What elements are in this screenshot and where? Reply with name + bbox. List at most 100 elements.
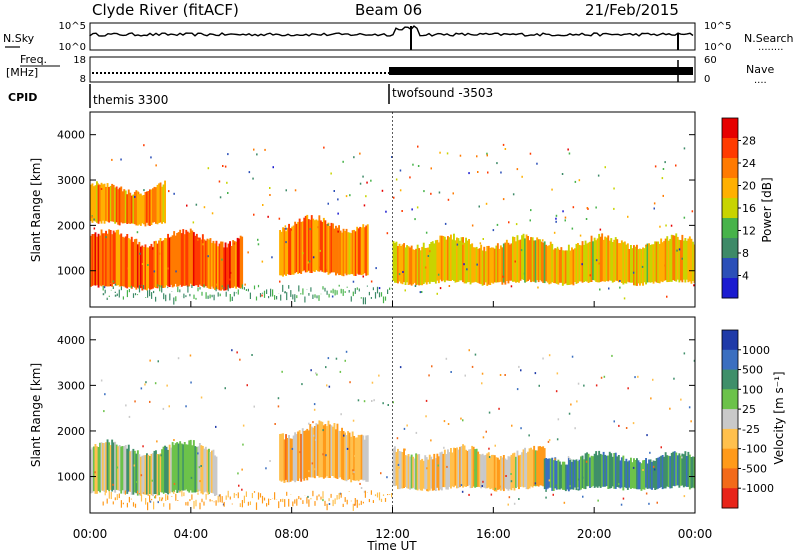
power-cell	[567, 244, 570, 285]
power-colorbar-swatch	[722, 138, 738, 159]
velocity-colorbar-tick-label: -25	[742, 423, 760, 436]
velocity-colorbar-swatch	[722, 468, 738, 489]
power-cell	[162, 240, 165, 288]
power-cell	[678, 239, 681, 283]
power-cell	[554, 248, 557, 284]
power-noise-point	[681, 257, 683, 260]
power-cell	[220, 241, 222, 291]
velocity-ground-point	[233, 492, 235, 498]
power-cell	[663, 240, 666, 281]
power-cell	[392, 241, 395, 281]
power-cell	[132, 194, 135, 224]
velocity-noise-point	[510, 480, 513, 483]
power-cell	[487, 245, 490, 285]
power-ground-point	[145, 297, 147, 298]
velocity-cell	[440, 451, 443, 491]
power-ground-point	[387, 289, 389, 294]
power-cell	[673, 235, 676, 281]
power-noise-point	[589, 274, 591, 277]
velocity-noise-point	[200, 465, 202, 467]
power-noise-point	[597, 174, 600, 177]
power-noise-point	[478, 205, 480, 208]
power-ground-point	[284, 292, 286, 294]
velocity-noise-point	[104, 393, 106, 396]
velocity-ground-point	[239, 503, 241, 507]
power-noise-point	[203, 282, 205, 284]
power-ground-point	[372, 287, 374, 291]
power-cell	[539, 239, 542, 281]
velocity-noise-point	[488, 411, 491, 414]
power-cell	[356, 226, 359, 274]
velocity-noise-point	[632, 422, 635, 425]
velocity-noise-point	[518, 365, 520, 368]
velocity-ground-point	[118, 493, 120, 499]
power-noise-point	[267, 215, 269, 218]
power-cell	[675, 233, 678, 282]
power-cell	[583, 244, 585, 282]
velocity-ground-point	[183, 492, 185, 497]
velocity-colorbar-tick-label: 500	[742, 364, 763, 377]
power-noise-point	[359, 182, 362, 185]
power-cell	[640, 249, 643, 284]
velocity-cell	[298, 430, 301, 479]
power-cell	[319, 220, 322, 271]
power-ground-point	[280, 294, 282, 301]
power-noise-point	[284, 291, 286, 294]
power-noise-point	[670, 224, 673, 227]
velocity-cell	[610, 453, 613, 489]
power-noise-point	[645, 244, 647, 247]
power-cell	[436, 239, 439, 281]
velocity-cell	[549, 458, 552, 488]
cpid-label: CPID	[8, 91, 37, 104]
sky-panel: 10^5 10^0 10^5 10^0 N.Sky N.Search .....…	[3, 21, 794, 53]
sky-panel-frame	[89, 22, 696, 51]
power-cell	[155, 240, 157, 288]
power-cell	[658, 243, 661, 284]
velocity-cell	[605, 455, 608, 487]
velocity-noise-point	[471, 365, 474, 368]
power-noise-point	[168, 190, 170, 193]
velocity-noise-point	[645, 492, 648, 495]
velocity-cell	[124, 445, 127, 492]
power-noise-point	[271, 256, 273, 259]
velocity-cell	[477, 451, 480, 487]
velocity-noise-point	[145, 381, 147, 384]
power-cell	[304, 215, 307, 273]
power-ground-point	[374, 292, 377, 299]
power-noise-point	[430, 192, 432, 195]
velocity-ground-point	[368, 499, 370, 503]
velocity-cell	[135, 453, 138, 494]
power-noise-point	[345, 195, 348, 198]
power-noise-point	[224, 165, 227, 168]
power-cell	[419, 250, 422, 286]
velocity-noise-point	[237, 472, 239, 475]
velocity-noise-point	[554, 458, 556, 461]
power-noise-point	[585, 218, 588, 220]
velocity-cell	[571, 461, 573, 490]
velocity-cell	[152, 453, 154, 497]
power-noise-point	[556, 246, 559, 249]
power-cell	[604, 236, 607, 282]
power-noise-point	[542, 239, 544, 242]
power-colorbar-swatch	[722, 258, 738, 279]
velocity-noise-point	[669, 407, 671, 410]
power-colorbar-tick-label: 20	[742, 180, 756, 193]
velocity-cell	[660, 455, 663, 488]
velocity-cell	[93, 446, 95, 492]
power-cell	[121, 191, 124, 224]
power-noise-point	[448, 285, 451, 287]
power-ground-point	[219, 293, 221, 297]
power-noise-point	[623, 297, 626, 300]
velocity-cell	[630, 457, 632, 489]
power-cell	[121, 236, 124, 287]
power-cell	[280, 231, 283, 276]
power-ground-point	[205, 292, 207, 299]
power-ground-point	[378, 292, 381, 298]
velocity-cell	[318, 420, 321, 478]
power-cell	[105, 186, 107, 221]
velocity-cell	[425, 457, 428, 490]
power-cell	[108, 229, 111, 287]
velocity-noise-point	[353, 471, 355, 474]
power-noise-point	[555, 217, 557, 220]
power-cell	[124, 190, 127, 223]
